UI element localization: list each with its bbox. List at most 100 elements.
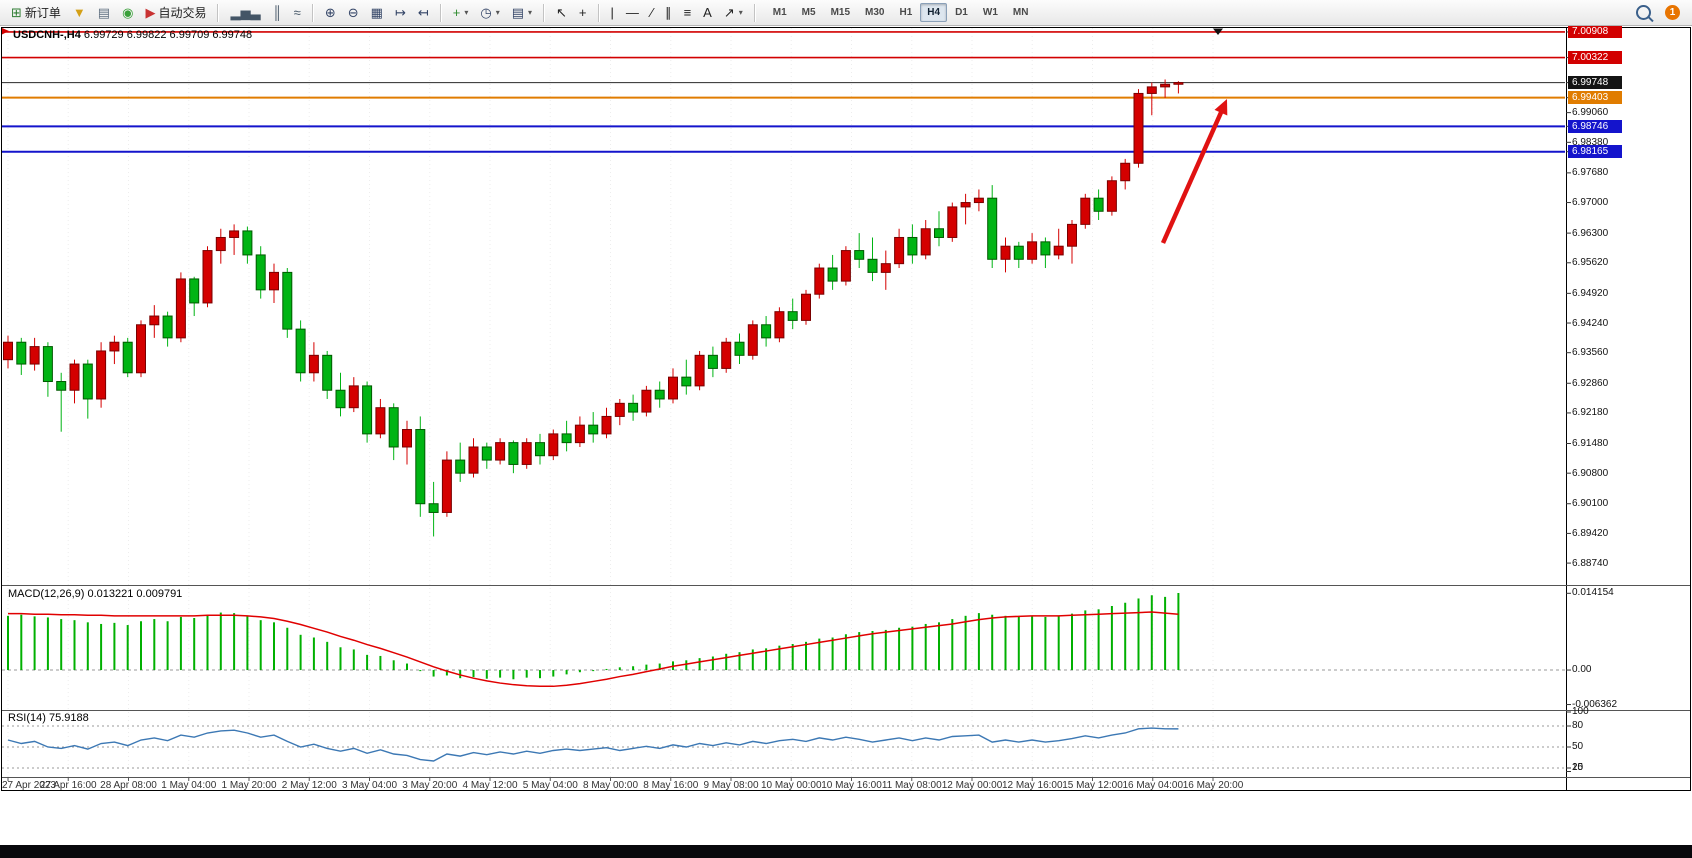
print-icon: ▤ [97,4,111,20]
bar-chart-button[interactable]: ▂▅▃ [225,3,265,23]
price-tick: 6.94920 [1572,287,1609,299]
chart-shift-icon: ↤ [417,4,429,20]
symbol-period: USDCNH-,H4 [13,29,81,41]
macd-axis-tick: 0.00 [1572,664,1592,676]
candle-body [42,346,53,383]
print-button[interactable]: ▤ [93,3,115,23]
candle-body [574,424,585,444]
candle-body [322,354,333,391]
candle-body [242,230,253,256]
candle-body [801,293,811,321]
candle-body [29,346,40,365]
price-tick: 6.88740 [1572,557,1609,569]
timeframe-h4[interactable]: H4 [920,3,948,22]
line-chart-button[interactable]: ≈ [289,3,306,23]
auto-scroll-icon: ↦ [394,4,406,20]
toolbar: ⊞ 新订单 ▼ ▤ ◉ ▶ 自动交易 ▂▅▃ ║ ≈ ⊕ ⊖ ▦ ↦ ↤ + ▾ ◷ ▾ ▤ ▾ ↖ + | — ∕ ∥ ≡ A ↗ ▾ M… [0,0,1692,26]
templates-button[interactable]: ▤ ▾ [507,3,537,23]
funnel-button[interactable]: ▼ [68,3,91,23]
trendline-button[interactable]: ∕ [646,3,658,23]
timeframe-m15[interactable]: M15 [830,7,851,18]
candle-body [428,503,439,513]
time-label: 12 May 16:00 [1001,780,1063,791]
time-label: 27 Apr 2023 [2,780,56,791]
arrow-tool-icon: ↗ [723,4,735,20]
candle-body [1093,197,1104,212]
candle-body [814,267,825,295]
timeframe-m1[interactable]: M1 [772,7,787,18]
horizontal-line-button[interactable]: — [621,3,644,23]
candle-body [641,389,652,413]
timeframe-m5[interactable]: M5 [801,7,816,18]
candle-body [455,459,466,474]
price-tick: 6.93560 [1572,347,1609,359]
search-icon[interactable] [1636,5,1651,20]
toolbar-right: 1 [1636,5,1686,20]
candle-body [215,236,226,252]
channel-button[interactable]: ∥ [660,3,677,23]
timeframe-buttons: M1 M5 M15 M30 H1 H4 D1 W1 MN [766,3,1036,22]
candle-body [402,429,412,448]
candle-body [1013,245,1024,260]
rsi-line [7,727,1179,762]
channel-icon: ∥ [665,4,672,20]
candle-body [548,433,559,457]
timeframe-d1[interactable]: D1 [955,7,968,18]
auto-trading-button[interactable]: ▶ 自动交易 [140,1,211,24]
time-label: 5 May 04:00 [522,780,578,791]
candle-body [1080,197,1091,225]
candle-body [601,415,612,435]
top-marker-icon [1213,28,1223,35]
time-label: 10 May 16:00 [821,780,882,791]
period-button[interactable]: ◷ ▾ [475,3,504,23]
time-scale[interactable]: 27 Apr 2023 27 Apr 16:00 28 Apr 08:00 1 May… [0,778,1565,794]
candle-body [747,324,758,356]
candle-body [867,258,878,273]
time-label: 27 Apr 16:00 [39,780,97,791]
add-indicator-button[interactable]: + ▾ [448,3,474,23]
fibonacci-icon: ≡ [683,4,692,20]
notification-badge[interactable]: 1 [1665,5,1680,20]
candlestick-icon: ║ [272,4,282,20]
annotation-arrow[interactable] [1160,103,1227,244]
candle-body [189,278,200,304]
text-button[interactable]: A [698,3,717,23]
timeframe-w1[interactable]: W1 [982,7,998,18]
chevron-down-icon: ▾ [464,8,469,17]
candle-body [375,407,386,435]
new-order-button[interactable]: ⊞ 新订单 [6,1,66,24]
chart-shift-button[interactable]: ↤ [413,3,434,23]
zoom-in-button[interactable]: ⊕ [320,3,341,23]
tile-windows-button[interactable]: ▦ [366,3,388,23]
crosshair-button[interactable]: + [574,3,592,23]
price-tick: 6.92180 [1572,407,1609,419]
candle-body [269,271,279,291]
cursor-button[interactable]: ↖ [551,3,572,23]
vertical-line-button[interactable]: | [606,3,619,23]
time-label: 11 May 08:00 [881,780,942,791]
zoom-out-button[interactable]: ⊖ [343,3,364,23]
price-tag: 6.99748 [1568,76,1622,90]
candle-body [920,228,931,256]
price-scale[interactable]: 7.00908 7.00322 6.99748 6.99403 6.99060 6.987… [1567,0,1692,858]
rsi-axis-tick: 15 [1572,762,1584,773]
candle-body [202,250,213,304]
candle-body [1173,82,1184,85]
candle-body [654,389,665,400]
timeframe-h1[interactable]: H1 [899,7,913,18]
candle-body [827,267,838,282]
candle-body [894,236,905,265]
auto-scroll-button[interactable]: ↦ [390,3,411,23]
price-tick: 6.91480 [1572,437,1609,449]
arrows-button[interactable]: ↗ ▾ [719,3,748,23]
candle-body [721,341,732,369]
timeframe-mn[interactable]: MN [1012,7,1029,18]
price-tag: 6.99403 [1568,91,1622,105]
chart-ohlc-header: USDCNH-,H4 6.99729 6.99822 6.99709 6.997… [13,29,252,41]
timeframe-m30[interactable]: M30 [865,7,885,18]
fibonacci-button[interactable]: ≡ [679,3,697,23]
candlestick-chart-button[interactable]: ║ [267,3,286,23]
record-button[interactable]: ◉ [117,3,138,23]
price-tick: 6.98380 [1572,136,1609,148]
